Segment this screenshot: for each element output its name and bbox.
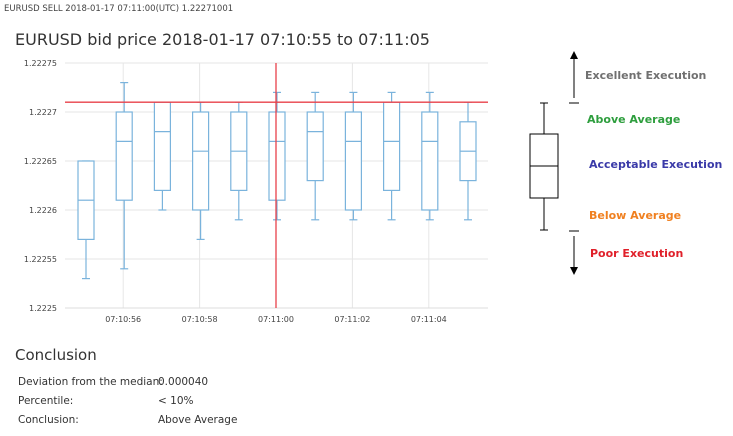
conclusion-title: Conclusion (15, 346, 97, 364)
legend-excellent-label: Excellent Execution (585, 69, 706, 82)
x-tick-label: 07:10:56 (105, 315, 141, 324)
x-tick-label: 07:10:58 (182, 315, 218, 324)
box-plot-6 (268, 91, 286, 221)
y-tick-label: 1.2227 (29, 108, 57, 117)
box-plot-10 (421, 91, 439, 221)
conclusion-row-deviation: Deviation from the median: 0.000040 (18, 376, 208, 388)
iqr-box (192, 111, 210, 211)
iqr-box (268, 111, 286, 201)
conclusion-label: Conclusion: (18, 414, 79, 426)
conclusion-row-percentile: Percentile: < 10% (18, 395, 193, 407)
legend-poor-label: Poor Execution (590, 247, 683, 260)
iqr-box (383, 101, 401, 191)
legend-down-arrow-icon (570, 267, 578, 275)
iqr-box (344, 111, 362, 211)
box-plot-7 (306, 91, 324, 221)
legend-acceptable-label: Acceptable Execution (589, 158, 722, 171)
box-plot-9 (383, 91, 401, 221)
y-tick-label: 1.22265 (24, 157, 57, 166)
x-tick-label: 07:11:02 (334, 315, 370, 324)
y-tick-label: 1.22255 (24, 255, 57, 264)
percentile-label: Percentile: (18, 395, 74, 407)
chart-title: EURUSD bid price 2018-01-17 07:10:55 to … (15, 30, 430, 49)
box-plot-5 (230, 101, 248, 221)
iqr-box (115, 111, 133, 201)
box-plot-8 (344, 91, 362, 221)
legend-up-arrow-icon (570, 51, 578, 59)
conclusion-value: Above Average (158, 414, 238, 426)
box-plot-11 (459, 101, 477, 221)
box-plot-chart: 1.22275 1.2227 1.22265 1.2226 1.22255 1.2225 0… (24, 51, 722, 324)
deviation-label: Deviation from the median: (18, 376, 163, 388)
iqr-box (153, 101, 171, 191)
order-summary-line: EURUSD SELL 2018-01-17 07:11:00(UTC) 1.2… (4, 4, 234, 14)
box-plot-4 (192, 101, 210, 240)
x-tick-label: 07:11:00 (258, 315, 294, 324)
conclusion-row-result: Conclusion: Above Average (18, 414, 237, 426)
box-plot-2 (115, 81, 133, 270)
deviation-value: 0.000040 (158, 376, 209, 388)
y-tick-label: 1.2225 (29, 304, 57, 313)
box-plot-3 (153, 101, 171, 211)
box-plot-1 (77, 160, 95, 280)
y-tick-label: 1.22275 (24, 59, 57, 68)
legend-above-average-label: Above Average (587, 113, 680, 126)
iqr-box (306, 111, 324, 182)
iqr-box (421, 111, 439, 211)
x-tick-label: 07:11:04 (411, 315, 447, 324)
y-tick-label: 1.2226 (29, 206, 57, 215)
percentile-value: < 10% (158, 395, 194, 407)
legend-below-average-label: Below Average (589, 209, 681, 222)
